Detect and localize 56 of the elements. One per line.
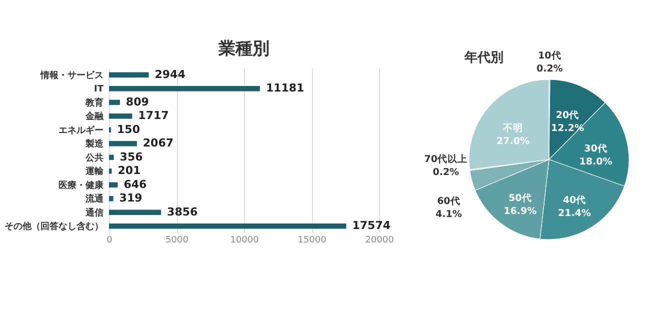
data-label: 319 (119, 192, 142, 205)
y-tick-label: 情報・サービス (40, 70, 104, 81)
slice-label: 30代 (584, 142, 608, 155)
data-label: 356 (120, 150, 144, 164)
data-label: 0.2% (536, 64, 564, 74)
data-label: 201 (118, 164, 141, 178)
y-tick-label: 教育 (84, 96, 104, 108)
chart-title: 業種別 (218, 39, 270, 59)
y-tick-label: 運輸 (84, 166, 104, 178)
y-tick-label: IT (94, 84, 104, 95)
chart-title: 年代別 (463, 50, 504, 66)
slice-label: 20代 (556, 109, 580, 122)
data-label: 17574 (352, 219, 391, 232)
x-tick-label: 0 (106, 236, 113, 246)
data-label: 2944 (154, 68, 186, 81)
y-tick-label: その他（回答なし含む） (4, 221, 104, 232)
data-label: 18.0% (579, 156, 613, 168)
y-tick-label: 公共 (84, 152, 104, 164)
x-tick-label: 5000 (166, 236, 189, 246)
data-label: 3856 (167, 205, 198, 218)
x-tick-label: 15000 (298, 236, 327, 246)
y-tick-label: 製造 (84, 138, 104, 150)
data-label: 646 (124, 178, 148, 191)
slice-label: 50代 (508, 192, 532, 204)
y-tick-label: 通信 (84, 207, 104, 218)
bar (109, 141, 137, 146)
data-label: 11181 (266, 82, 304, 95)
bar (109, 114, 132, 119)
data-label: 16.9% (504, 206, 538, 217)
data-label: 0.2% (432, 167, 460, 178)
bar (109, 154, 114, 160)
bar (109, 210, 162, 215)
data-label: 27.0% (496, 136, 530, 147)
y-tick-label: エネルギー (58, 124, 104, 136)
data-label: 1717 (138, 109, 169, 122)
data-label: 21.4% (558, 208, 592, 220)
slice-label: 70代以上 (424, 153, 468, 166)
data-label: 150 (117, 122, 140, 136)
bar (109, 72, 149, 78)
bar (109, 196, 114, 202)
data-label: 2067 (142, 136, 174, 150)
bar (109, 86, 260, 92)
slice-label: 60代 (437, 194, 460, 207)
x-tick-label: 20000 (365, 236, 394, 246)
data-label: 809 (126, 95, 149, 108)
slice-label: 不明 (502, 122, 523, 134)
y-tick-label: 医療・健康 (58, 180, 104, 191)
x-tick-label: 10000 (230, 236, 260, 246)
data-label: 4.1% (436, 208, 462, 220)
bar (109, 100, 120, 105)
slice-label: 10代 (538, 50, 562, 62)
slice-label: 40代 (562, 194, 586, 206)
bar (109, 182, 118, 188)
y-tick-label: 流通 (84, 194, 104, 205)
bar (109, 224, 346, 229)
y-tick-label: 金融 (84, 111, 104, 122)
